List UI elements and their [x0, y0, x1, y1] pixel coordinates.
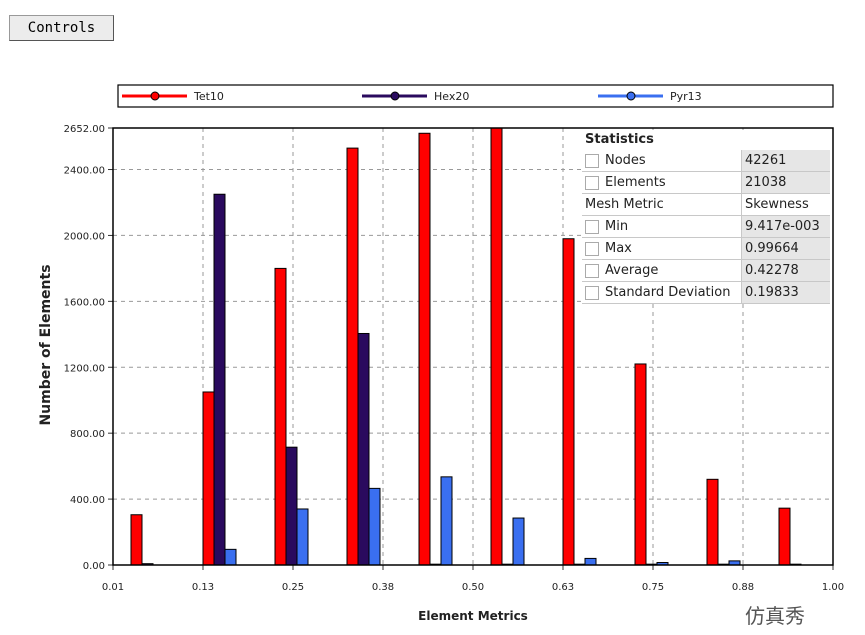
y-tick-label: 2000.00 — [64, 231, 105, 242]
stats-checkbox[interactable] — [585, 175, 599, 190]
legend: Tet10 Hex20 Pyr13 — [117, 84, 834, 108]
bar-tet10 — [418, 132, 431, 566]
bar-tet10 — [202, 391, 215, 566]
stats-value: Skewness — [741, 193, 830, 216]
watermark: 仿真秀 — [745, 604, 805, 628]
legend-marker-icon — [150, 91, 160, 101]
y-tick-label: 0.00 — [83, 561, 105, 572]
bar-pyr13 — [584, 557, 597, 566]
x-tick-label: 0.38 — [372, 582, 394, 593]
stats-label: Elements — [605, 175, 666, 190]
legend-marker-icon — [390, 91, 400, 101]
stats-checkbox[interactable] — [585, 153, 599, 168]
y-tick-label: 1200.00 — [64, 363, 105, 374]
bar-hex20 — [213, 193, 226, 566]
stats-label-cell: Max — [582, 237, 742, 260]
y-tick-label: 2652.00 — [64, 124, 105, 135]
stats-label: Mesh Metric — [585, 197, 664, 212]
stats-row: Nodes 42261 — [582, 150, 830, 172]
stats-checkbox[interactable] — [585, 241, 599, 256]
stats-value: 0.42278 — [741, 259, 830, 282]
stats-label: Standard Deviation — [605, 285, 731, 300]
stats-row: Average 0.42278 — [582, 259, 830, 282]
stats-value: 0.99664 — [741, 237, 830, 260]
statistics-title: Statistics — [585, 132, 654, 147]
stats-label-cell: Mesh Metric — [582, 193, 742, 216]
bar-tet10 — [706, 478, 719, 566]
x-tick-label: 0.25 — [282, 582, 304, 593]
bar-pyr13 — [440, 476, 453, 566]
bar-tet10 — [130, 514, 143, 566]
stats-label: Nodes — [605, 153, 646, 168]
stats-label: Average — [605, 263, 659, 278]
stats-label: Max — [605, 241, 632, 256]
statistics-panel: Statistics Nodes 42261 Elements 21038 Mesh M… — [582, 130, 830, 304]
y-tick-label: 800.00 — [70, 429, 105, 440]
bar-pyr13 — [296, 508, 309, 566]
x-tick-label: 0.88 — [732, 582, 754, 593]
stats-value: 0.19833 — [741, 281, 830, 304]
stats-label-cell: Min — [582, 215, 742, 238]
stats-row: Mesh Metric Skewness — [582, 193, 830, 216]
bar-tet10 — [490, 127, 503, 566]
plot-frame — [112, 127, 834, 566]
x-axis-label: Element Metrics — [418, 609, 528, 623]
x-tick-label: 0.75 — [642, 582, 664, 593]
y-tick-label: 2400.00 — [64, 166, 105, 177]
x-tick-label: 0.50 — [462, 582, 484, 593]
stats-row: Max 0.99664 — [582, 237, 830, 260]
controls-button[interactable]: Controls — [9, 15, 114, 41]
stats-row: Elements 21038 — [582, 171, 830, 194]
stats-value: 42261 — [741, 150, 830, 172]
x-tick-label: 0.63 — [552, 582, 574, 593]
stats-checkbox[interactable] — [585, 263, 599, 278]
y-tick-label: 400.00 — [70, 495, 105, 506]
bar-tet10 — [562, 238, 575, 566]
stats-label-cell: Standard Deviation — [582, 281, 742, 304]
y-tick-label: 1600.00 — [64, 297, 105, 308]
stats-label: Min — [605, 219, 629, 234]
legend-label: Pyr13 — [670, 90, 702, 103]
bar-hex20 — [357, 332, 370, 566]
legend-label: Hex20 — [434, 90, 469, 103]
bar-tet10 — [634, 363, 647, 566]
stats-value: 21038 — [741, 171, 830, 194]
legend-label: Tet10 — [193, 90, 224, 103]
bar-pyr13 — [512, 517, 525, 566]
bar-pyr13 — [368, 487, 381, 566]
stats-label-cell: Nodes — [582, 150, 742, 172]
bar-tet10 — [778, 507, 791, 566]
stats-label-cell: Elements — [582, 171, 742, 194]
stats-row: Standard Deviation 0.19833 — [582, 281, 830, 304]
legend-box — [117, 84, 834, 108]
bar-tet10 — [274, 267, 287, 566]
stats-value: 9.417e-003 — [741, 215, 830, 238]
stats-checkbox[interactable] — [585, 219, 599, 234]
bar-tet10 — [346, 147, 359, 566]
x-tick-label: 1.00 — [822, 582, 844, 593]
stats-label-cell: Average — [582, 259, 742, 282]
bar-hex20 — [285, 446, 298, 566]
stats-row: Min 9.417e-003 — [582, 215, 830, 238]
x-tick-label: 0.01 — [102, 582, 124, 593]
y-axis-label: Number of Elements — [38, 264, 54, 425]
stats-checkbox[interactable] — [585, 285, 599, 300]
legend-marker-icon — [626, 91, 636, 101]
bar-pyr13 — [224, 548, 237, 566]
x-tick-label: 0.13 — [192, 582, 214, 593]
